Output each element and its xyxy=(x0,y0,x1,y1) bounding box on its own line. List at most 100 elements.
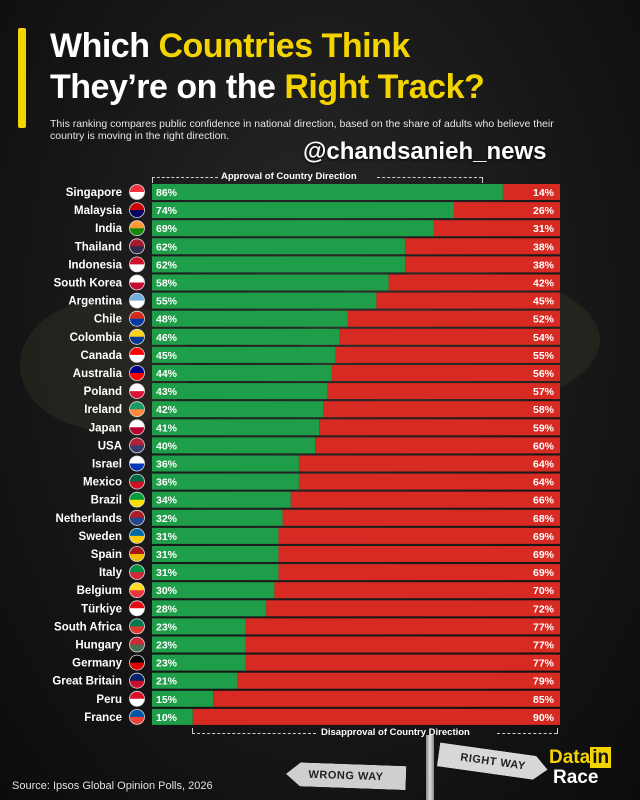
approval-value-usa: 40% xyxy=(156,440,178,452)
indonesia-flag-band xyxy=(129,264,145,272)
country-label-colombia: Colombia xyxy=(70,332,123,344)
disapproval-bar-thailand xyxy=(404,238,560,255)
colombia-flag-rim xyxy=(129,328,145,345)
approval-value-indonesia: 62% xyxy=(156,259,178,271)
disapproval-bar-spain xyxy=(278,546,560,562)
disapproval-value-canada: 55% xyxy=(533,350,555,362)
approval-bar-canada xyxy=(152,346,336,363)
ireland-flag-rim xyxy=(129,401,145,418)
thailand-flag-rim xyxy=(129,238,145,255)
country-label-spain: Spain xyxy=(91,549,122,561)
france-flag-band xyxy=(129,716,145,725)
chile-flag-rim xyxy=(129,310,145,327)
disapproval-bar-chile xyxy=(347,310,560,327)
approval-value-poland: 43% xyxy=(156,386,178,398)
approval-bar-brazil xyxy=(152,491,291,508)
approval-bar-ireland xyxy=(152,401,324,418)
disapproval-bar-india xyxy=(433,220,560,237)
country-label-poland: Poland xyxy=(84,386,122,398)
brazil-flag-rim xyxy=(129,491,145,508)
netherlands-flag-rim xyxy=(129,509,145,526)
approval-bar-thailand xyxy=(152,238,405,255)
hungary-flag-band xyxy=(129,644,145,652)
approval-bar-netherlands xyxy=(152,509,283,526)
disapproval-bar-australia xyxy=(331,365,560,381)
israel-flag-rim xyxy=(129,455,145,472)
approval-bar-indonesia xyxy=(152,256,405,273)
logo-line-1: Data in xyxy=(549,747,629,768)
page-title: Which Countries Think They’re on the Rig… xyxy=(50,26,485,108)
disapproval-bar-italy xyxy=(278,564,560,581)
approval-value-netherlands: 32% xyxy=(156,513,178,525)
disapproval-value-sweden: 69% xyxy=(533,531,555,543)
disapproval-value-israel: 64% xyxy=(533,459,555,471)
title-accent-bar xyxy=(18,28,26,128)
approval-bar-chile xyxy=(152,310,348,327)
country-label-turkiye: Türkiye xyxy=(81,603,122,615)
disapproval-value-south-korea: 42% xyxy=(533,278,555,290)
approval-value-sweden: 31% xyxy=(156,531,178,543)
disapproval-value-hungary: 77% xyxy=(533,640,555,652)
approval-bar-great-britain xyxy=(152,672,238,689)
approval-bar-australia xyxy=(152,365,332,381)
disapproval-bar-germany xyxy=(245,654,560,671)
approval-bar-spain xyxy=(152,546,279,562)
argentina-flag-band xyxy=(129,300,145,309)
country-label-argentina: Argentina xyxy=(68,296,122,308)
disapproval-value-great-britain: 79% xyxy=(533,676,555,688)
disapproval-value-mexico: 64% xyxy=(533,477,555,489)
disapproval-value-brazil: 66% xyxy=(533,495,555,507)
approval-bar-singapore xyxy=(152,184,503,200)
australia-flag-band xyxy=(129,373,145,381)
disapproval-bar-japan xyxy=(319,419,560,436)
country-label-france: France xyxy=(84,712,122,724)
malaysia-flag-rim xyxy=(129,202,145,219)
germany-flag-band xyxy=(129,662,145,671)
approval-value-hungary: 23% xyxy=(156,640,178,652)
disapproval-value-singapore: 14% xyxy=(533,187,555,199)
country-label-south-africa: South Africa xyxy=(54,621,123,633)
logo-word-race: Race xyxy=(553,767,599,788)
disapproval-bar-peru xyxy=(213,690,560,707)
approval-bar-japan xyxy=(152,419,320,436)
sweden-flag-rim xyxy=(129,528,145,544)
approval-value-germany: 23% xyxy=(156,658,178,670)
approval-bar-south-africa xyxy=(152,618,246,635)
country-label-south-korea: South Korea xyxy=(54,278,123,290)
approval-value-south-africa: 23% xyxy=(156,621,178,633)
approval-bar-india xyxy=(152,220,434,237)
country-label-indonesia: Indonesia xyxy=(68,259,122,271)
disapproval-value-italy: 69% xyxy=(533,567,555,579)
approval-value-spain: 31% xyxy=(156,549,178,561)
singapore-flag-rim xyxy=(129,184,145,200)
logo-word-data: Data xyxy=(549,747,591,768)
approval-bar-turkiye xyxy=(152,600,267,617)
title-line-1-highlight: Countries Think xyxy=(158,27,410,65)
country-label-chile: Chile xyxy=(94,314,122,326)
disapproval-value-japan: 59% xyxy=(533,422,555,434)
disapproval-bracket-tick-left xyxy=(192,728,193,734)
disapproval-bar-netherlands xyxy=(282,509,560,526)
poland-flag-band xyxy=(129,391,145,399)
japan-flag-rim xyxy=(129,419,145,436)
disapproval-value-australia: 56% xyxy=(533,368,555,380)
disapproval-bar-israel xyxy=(298,455,560,472)
title-line-2-highlight: Right Track? xyxy=(284,68,485,106)
indonesia-flag-rim xyxy=(129,256,145,273)
india-flag-band xyxy=(129,228,145,236)
title-line-2-plain: They’re on the xyxy=(50,68,285,106)
country-label-brazil: Brazil xyxy=(91,495,122,507)
hungary-flag-rim xyxy=(129,636,145,653)
disapproval-value-indonesia: 38% xyxy=(533,259,555,271)
argentina-flag-rim xyxy=(129,292,145,309)
disapproval-value-colombia: 54% xyxy=(533,332,555,344)
disapproval-value-argentina: 45% xyxy=(533,296,555,308)
signpost-pole xyxy=(426,735,434,800)
disapproval-bar-france xyxy=(192,708,561,725)
approval-bar-poland xyxy=(152,383,328,400)
canada-flag-band xyxy=(129,354,145,363)
country-label-sweden: Sweden xyxy=(79,531,122,543)
approval-bar-france xyxy=(152,708,193,725)
brand-logo: Data in Race xyxy=(549,747,629,788)
approval-bar-malaysia xyxy=(152,202,454,219)
